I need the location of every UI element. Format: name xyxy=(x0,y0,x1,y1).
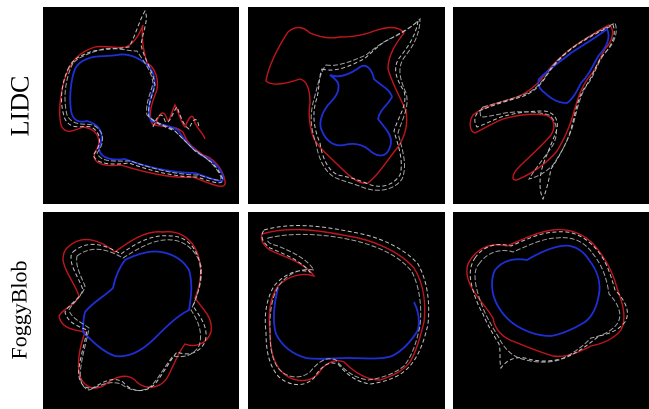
contour-grey-1 xyxy=(313,19,419,187)
row-label-lidc-text: LIDC xyxy=(5,75,35,137)
lidc-panel-3-contours xyxy=(469,22,617,201)
contour-blue xyxy=(82,250,193,358)
contour-red xyxy=(466,228,625,358)
contour-grey-1 xyxy=(469,231,628,370)
contour-grey-1 xyxy=(474,24,615,201)
contour-blue xyxy=(491,244,601,337)
contour-grey-2 xyxy=(310,17,421,191)
contour-grey-2 xyxy=(474,237,621,363)
contour-grey-2 xyxy=(479,22,617,180)
lidc-panel-3 xyxy=(453,7,649,204)
foggyblob-panel-2-contours xyxy=(260,225,430,385)
lidc-panel-2-contours xyxy=(265,17,421,191)
contour-grey-fingers xyxy=(152,106,200,130)
contour-blue xyxy=(537,27,610,104)
row-label-foggyblob-text: FoggyBlob xyxy=(7,260,32,360)
contour-blue xyxy=(319,64,393,157)
contour-blue xyxy=(69,53,225,182)
contour-blue xyxy=(272,287,420,360)
contour-red xyxy=(265,26,408,184)
contour-red-fingers xyxy=(154,103,206,140)
contour-red xyxy=(260,228,426,382)
lidc-panel-1 xyxy=(43,7,239,204)
foggyblob-panel-2 xyxy=(248,212,445,409)
row-label-foggyblob: FoggyBlob xyxy=(0,212,40,408)
contour-grey-1 xyxy=(261,225,430,385)
row-label-lidc: LIDC xyxy=(0,8,40,204)
lidc-panel-1-contours xyxy=(59,9,226,187)
contour-grey-2 xyxy=(68,239,202,391)
foggyblob-panel-3-contours xyxy=(466,228,628,370)
contour-red xyxy=(469,24,614,181)
foggyblob-panel-1 xyxy=(43,212,239,409)
contour-grey-1 xyxy=(64,235,207,391)
contour-red xyxy=(59,24,226,187)
foggyblob-panel-1-contours xyxy=(58,231,212,391)
contour-grey-2 xyxy=(64,47,222,181)
foggyblob-panel-3 xyxy=(453,212,649,409)
lidc-panel-2 xyxy=(248,7,445,204)
contour-grey-2 xyxy=(267,233,422,381)
